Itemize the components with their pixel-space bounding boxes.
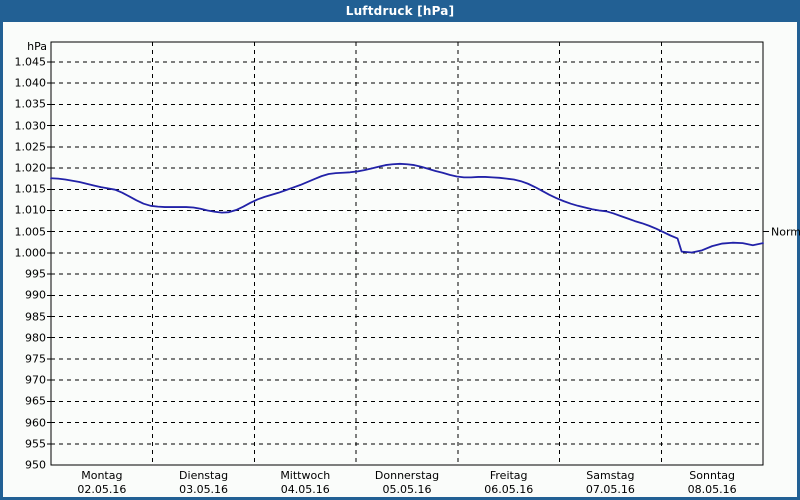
- x-axis-tick-label-group: Montag 02.05.16: [77, 469, 126, 497]
- y-axis-tick-label: 1.015: [14, 182, 47, 196]
- x-axis-tick-label-group: Sonntag 08.05.16: [688, 469, 737, 497]
- y-axis-tick-label: 1.035: [14, 97, 47, 111]
- y-axis-tick-label: 980: [25, 331, 46, 345]
- y-axis-tick-label: 960: [25, 416, 46, 430]
- y-axis-tick-label: 1.045: [14, 55, 47, 69]
- x-axis-tick-label-group: Dienstag 03.05.16: [179, 469, 228, 497]
- x-axis-date: 06.05.16: [484, 483, 534, 496]
- y-axis-tick-label: 1.005: [14, 225, 47, 239]
- x-axis-day-name: Sonntag: [689, 469, 735, 482]
- y-axis-tick-label: 1.030: [14, 119, 47, 133]
- y-axis-tick-label: 970: [25, 373, 46, 387]
- window-title: Luftdruck [hPa]: [345, 4, 455, 18]
- y-axis-tick-label: 965: [25, 394, 46, 408]
- x-axis-day-name: Samstag: [586, 469, 635, 482]
- y-axis-tick-label: 995: [25, 267, 46, 281]
- y-axis-tick-label: 955: [25, 437, 46, 451]
- x-axis-date: 03.05.16: [179, 483, 229, 496]
- x-axis-tick-label-group: Mittwoch 04.05.16: [280, 469, 330, 497]
- normal-reference-label: Normal: [771, 225, 800, 239]
- y-axis-tick-label: 1.020: [14, 161, 47, 175]
- x-axis-tick-label-group: Freitag 06.05.16: [484, 469, 533, 497]
- x-axis-day-name: Donnerstag: [374, 469, 440, 482]
- plot-frame: [50, 41, 764, 466]
- plot-svg: [47, 41, 769, 466]
- y-axis-tick-label: 1.025: [14, 140, 47, 154]
- y-axis-tick-label: 990: [25, 288, 46, 302]
- chart-area: hPa 1.045 1.040 1.035 1.030 1.025 1.020 1.015 1…: [3, 22, 800, 497]
- y-axis-tick-label: 950: [25, 458, 46, 472]
- y-axis-tick-label: 985: [25, 310, 46, 324]
- y-axis-tick-label: 1.010: [14, 203, 47, 217]
- x-axis-date: 07.05.16: [585, 483, 635, 496]
- y-axis-tick-label: 975: [25, 352, 46, 366]
- window-titlebar: Luftdruck [hPa]: [0, 0, 800, 22]
- x-axis-day-name: Mittwoch: [280, 469, 331, 482]
- x-axis-date: 02.05.16: [77, 483, 127, 496]
- x-axis-day-name: Montag: [81, 469, 123, 482]
- x-axis-date: 08.05.16: [687, 483, 737, 496]
- x-axis-date: 04.05.16: [280, 483, 330, 496]
- x-axis-tick-label-group: Samstag 07.05.16: [586, 469, 635, 497]
- x-axis-day-name: Dienstag: [179, 469, 229, 482]
- x-axis-date: 05.05.16: [382, 483, 432, 496]
- y-axis-tick-label: 1.000: [14, 246, 47, 260]
- y-axis-tick-label: 1.040: [14, 76, 47, 90]
- pressure-line-series: [50, 162, 764, 254]
- y-axis-unit-label: hPa: [27, 40, 47, 53]
- x-axis-tick-label-group: Donnerstag 05.05.16: [375, 469, 439, 497]
- x-axis-day-name: Freitag: [489, 469, 528, 482]
